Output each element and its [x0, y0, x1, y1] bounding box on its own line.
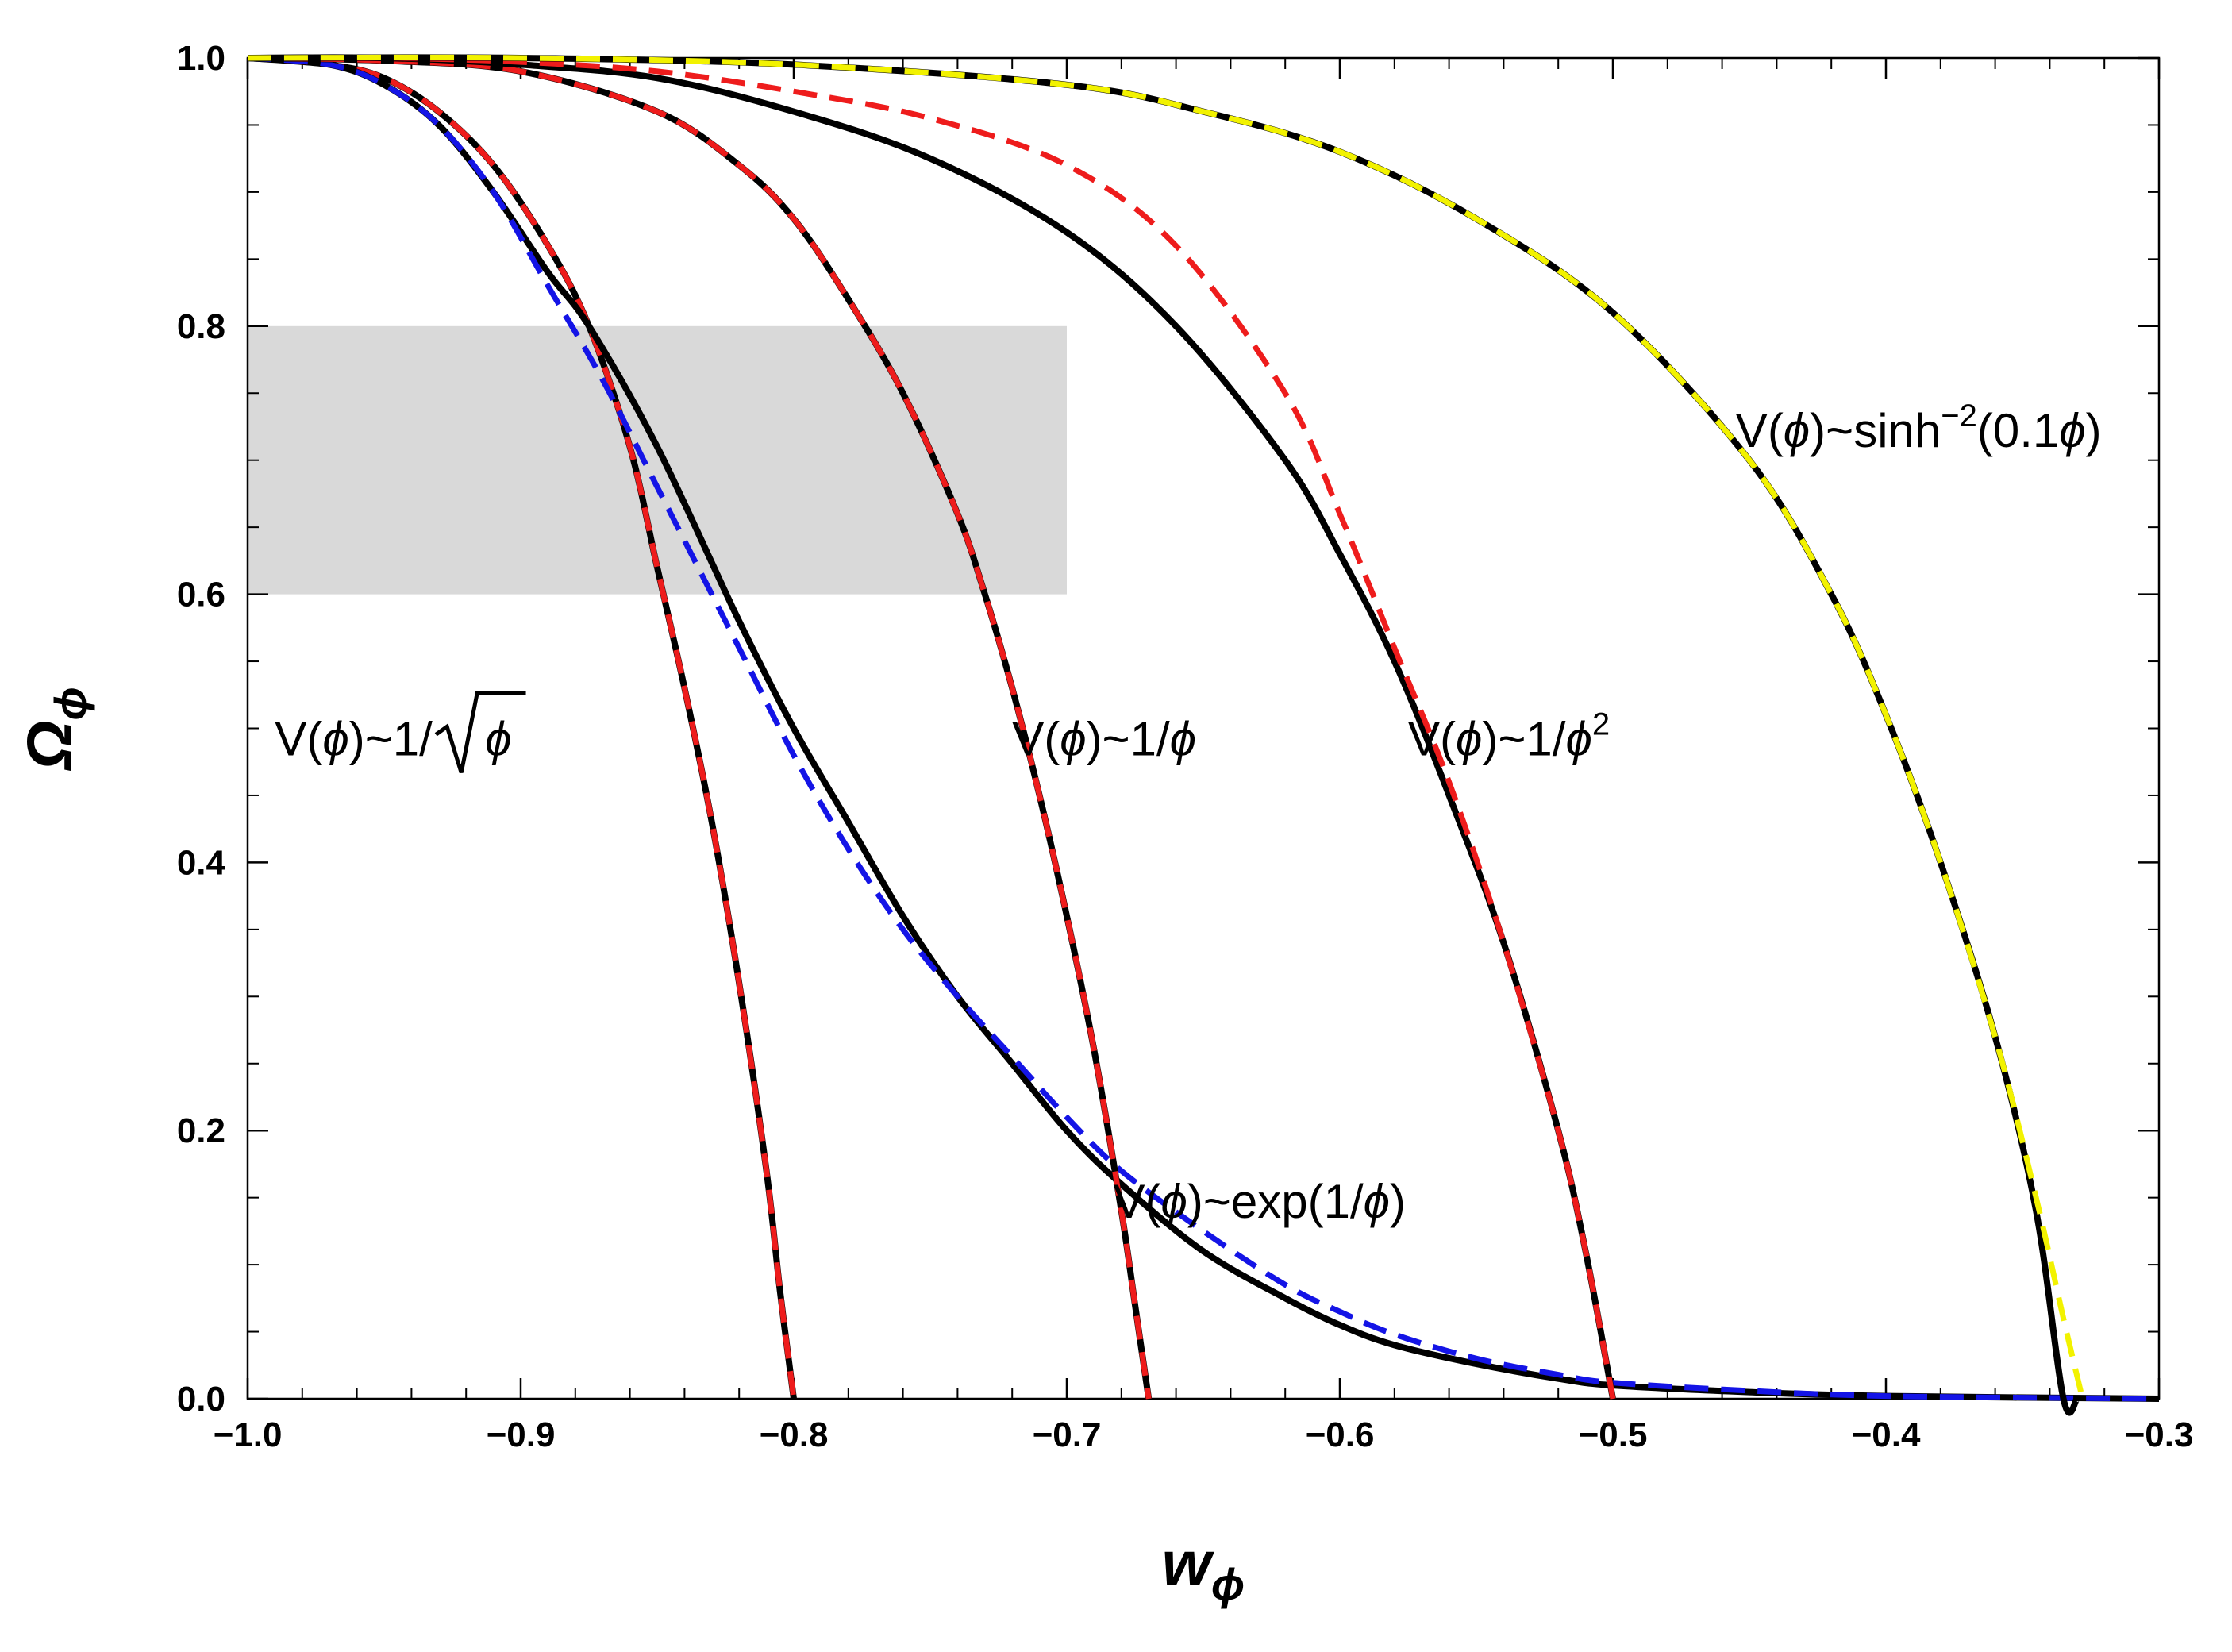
annotation-inv-phi2-post: )~1/: [1482, 712, 1565, 765]
annotation-inv-sqrt-post: )~1/: [349, 712, 433, 765]
y-tick-label: 0.4: [177, 843, 226, 882]
annotation-exp-inv: V(ϕ)~exp(1/ϕ): [1113, 1175, 1406, 1228]
annotation-sinh-pre: V(: [1736, 404, 1784, 457]
y-tick-label: 0.0: [177, 1380, 225, 1419]
x-tick-label: −0.9: [487, 1415, 556, 1454]
annotation-inv-phi-tail: ϕ: [1170, 712, 1196, 765]
annotation-inv-phi2: V(ϕ)~1/ϕ2: [1408, 707, 1610, 765]
y-tick-label: 0.8: [177, 307, 225, 346]
annotation-exp-inv-pre: V(: [1113, 1175, 1160, 1228]
annotation-inv-phi: V(ϕ)~1/ϕ: [1012, 712, 1196, 765]
x-tick-label: −1.0: [214, 1415, 283, 1454]
y-tick-label: 0.2: [177, 1111, 225, 1150]
y-axis-title-main: Ω: [14, 720, 85, 771]
annotation-inv-sqrt: V(ϕ)~1/: [275, 712, 433, 765]
plot-frame: [246, 56, 2161, 1400]
annotation-inv-sqrt-pre: V(: [275, 712, 322, 765]
x-axis-title-sub: ϕ: [1211, 1559, 1245, 1609]
sqrt-radical-sign: [434, 691, 526, 774]
x-tick-label: −0.5: [1579, 1415, 1648, 1454]
annotation-sinh-tail: ϕ: [2059, 404, 2085, 457]
annotation-sinh-close: ): [2086, 404, 2102, 457]
annotation-inv-phi2-exp: 2: [1592, 707, 1610, 741]
annotation-inv-phi-pre: V(: [1012, 712, 1060, 765]
annotation-inv-phi2-phi: ϕ: [1456, 712, 1482, 765]
x-tick-label: −0.6: [1306, 1415, 1375, 1454]
series-inv-phi-fit: [247, 55, 1152, 1400]
annotation-inv-phi2-pre: V(: [1408, 712, 1456, 765]
series-layer: [247, 54, 2160, 1416]
y-tick-label: 1.0: [177, 39, 225, 78]
annotation-sinh-post: )~sinh: [1810, 404, 1941, 457]
annotation-exp-inv-post: )~exp(1/: [1187, 1175, 1364, 1228]
x-tick-label: −0.8: [760, 1415, 829, 1454]
y-tick-label: 0.6: [177, 576, 225, 614]
series-inv-phi2-fit: [247, 55, 1616, 1400]
annotation-sinh-exp: −2: [1941, 399, 1977, 433]
annotation-inv-phi-phi: ϕ: [1060, 712, 1086, 765]
x-tick-label: −0.7: [1033, 1415, 1102, 1454]
series-inv-sqrt-fit: [247, 55, 797, 1400]
x-tick-label: −0.4: [1852, 1415, 1921, 1454]
x-tick-labels: −1.0 −0.9 −0.8 −0.7 −0.6 −0.5 −0.4 −0.3: [214, 1415, 2194, 1454]
annotation-sinh: V(ϕ)~sinh−2(0.1ϕ): [1736, 399, 2102, 457]
x-axis-title-main: w: [1162, 1528, 1215, 1599]
observational-band: [248, 325, 1067, 595]
y-axis-title-sub: ϕ: [45, 687, 95, 720]
annotation-exp-inv-close: ): [1390, 1175, 1406, 1228]
annotation-sinh-phi: ϕ: [1784, 404, 1810, 457]
annotation-sinh-mid: (0.1: [1977, 404, 2059, 457]
y-tick-labels: 0.0 0.2 0.4 0.6 0.8 1.0: [177, 39, 226, 1419]
y-axis-title: Ωϕ: [14, 687, 95, 772]
series-exp-inv-fit: [247, 55, 2160, 1402]
x-axis-title: wϕ: [1162, 1528, 1245, 1609]
annotation-inv-phi2-tail: ϕ: [1565, 712, 1591, 765]
x-tick-label: −0.3: [2125, 1415, 2194, 1454]
annotation-exp-inv-tail: ϕ: [1364, 1175, 1390, 1228]
annotation-inv-sqrt-root: ϕ: [485, 712, 511, 765]
annotation-inv-phi-post: )~1/: [1087, 712, 1170, 765]
annotation-exp-inv-phi: ϕ: [1160, 1175, 1187, 1228]
annotation-inv-sqrt-phi: ϕ: [322, 712, 348, 765]
